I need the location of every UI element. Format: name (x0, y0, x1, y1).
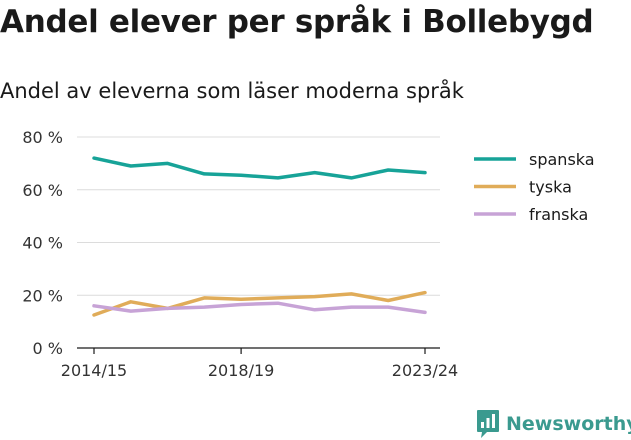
legend-label-tyska: tyska (529, 178, 572, 197)
y-tick-label: 80 % (22, 128, 63, 147)
series-line-franska (92, 301, 427, 315)
legend: spanska tyska franska (474, 150, 595, 224)
newsworthy-brand: Newsworthy (476, 408, 631, 440)
chart-title: Andel elever per språk i Bollebygd (0, 4, 594, 40)
y-tick-label: 0 % (33, 339, 63, 358)
brand-name: Newsworthy (506, 413, 631, 435)
x-tick-label: 2014/15 (61, 361, 127, 380)
legend-label-spanska: spanska (529, 150, 595, 169)
y-tick-label: 20 % (22, 286, 63, 305)
legend-label-franska: franska (529, 205, 588, 224)
series-lines (92, 156, 427, 317)
bar-chart-logo-icon (477, 410, 499, 438)
x-tick-label: 2018/19 (208, 361, 274, 380)
series-line-tyska (92, 290, 427, 317)
gridlines (77, 136, 440, 349)
axes: 0 % 20 % 40 % 60 % 80 % 2014/15 2018/19 2023/24 (22, 128, 458, 380)
series-line-spanska (92, 156, 427, 180)
chart-subtitle: Andel av eleverna som läser moderna språ… (0, 79, 464, 103)
y-tick-label: 40 % (22, 234, 63, 253)
x-tick-label: 2023/24 (392, 361, 458, 380)
y-tick-label: 60 % (22, 181, 63, 200)
